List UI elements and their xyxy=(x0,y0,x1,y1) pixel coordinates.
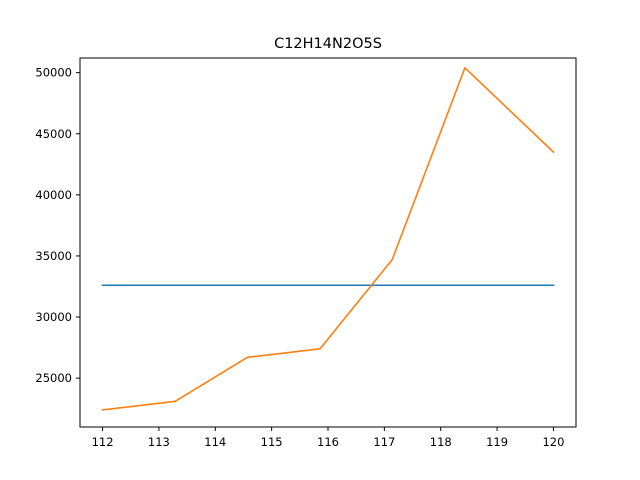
x-tick-label: 119 xyxy=(486,435,508,449)
y-tick-label: 45000 xyxy=(35,127,72,141)
y-tick-label: 40000 xyxy=(35,188,72,202)
y-axis-ticks: 25000 30000 35000 40000 45000 50000 xyxy=(35,66,80,385)
plot-frame xyxy=(79,57,577,428)
x-tick-label: 113 xyxy=(148,435,170,449)
x-tick-label: 114 xyxy=(204,435,226,449)
x-tick-label: 118 xyxy=(430,435,452,449)
x-tick-label: 115 xyxy=(261,435,283,449)
y-tick-label: 25000 xyxy=(35,371,72,385)
chart-title: C12H14N2O5S xyxy=(274,36,382,52)
x-axis-ticks: 112 113 114 115 116 117 118 119 120 xyxy=(92,427,564,449)
y-tick-label: 35000 xyxy=(35,249,72,263)
series-line-2 xyxy=(101,66,555,411)
series-layer xyxy=(101,66,555,411)
x-tick-label: 117 xyxy=(373,435,395,449)
x-tick-label: 116 xyxy=(317,435,339,449)
x-tick-label: 120 xyxy=(542,435,564,449)
y-tick-label: 30000 xyxy=(35,310,72,324)
x-tick-label: 112 xyxy=(92,435,114,449)
y-tick-label: 50000 xyxy=(35,66,72,80)
